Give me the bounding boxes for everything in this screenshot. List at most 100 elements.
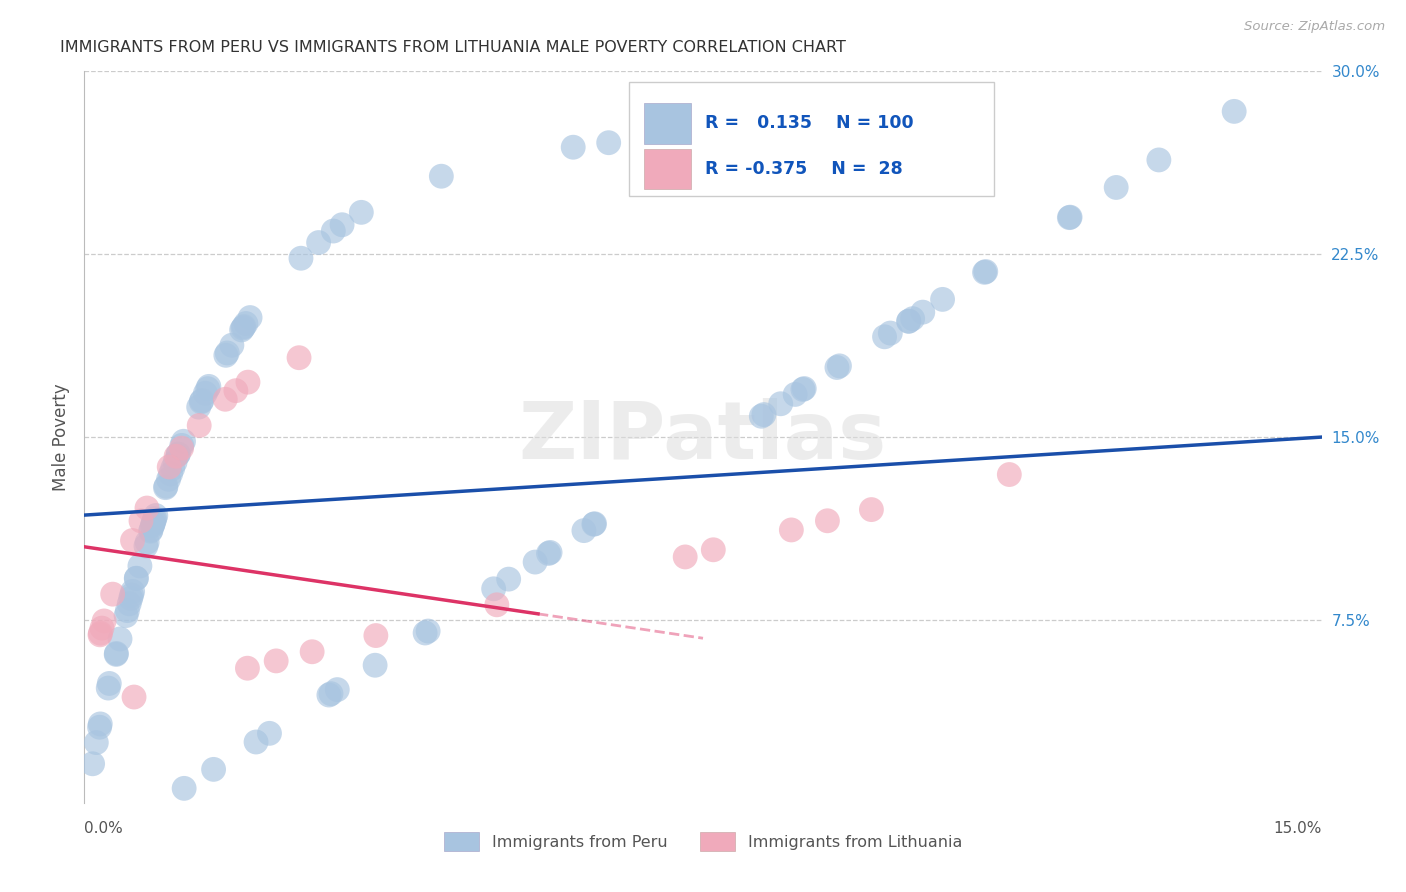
Point (159, 467, 181, 481)
Point (188, 418, 211, 433)
Point (538, 545, 561, 559)
Text: R =   0.135    N = 100: R = 0.135 N = 100 (706, 114, 914, 132)
Point (139, 523, 162, 537)
Point (190, 395, 212, 409)
Point (498, 572, 520, 586)
Point (170, 438, 193, 452)
Point (749, 409, 772, 424)
Point (162, 461, 184, 475)
Y-axis label: Male Poverty: Male Poverty (52, 384, 70, 491)
Point (197, 382, 219, 396)
Point (89, 626, 111, 640)
Point (259, 726, 281, 740)
Point (117, 604, 139, 618)
Point (322, 224, 344, 238)
Point (101, 587, 124, 601)
Point (136, 501, 159, 516)
Point (1223, 104, 1246, 119)
Point (769, 397, 792, 411)
Point (318, 688, 340, 702)
Point (143, 514, 166, 528)
Point (780, 523, 803, 537)
Point (364, 629, 387, 643)
Point (194, 386, 217, 401)
Point (215, 348, 238, 362)
Point (413, 626, 436, 640)
Point (873, 330, 896, 344)
Point (364, 658, 387, 673)
Point (537, 546, 560, 560)
Point (245, 735, 267, 749)
Point (562, 140, 585, 154)
Point (89, 717, 111, 731)
Point (482, 582, 505, 596)
Point (163, 455, 186, 469)
Point (901, 311, 924, 326)
Point (308, 235, 330, 250)
Point (129, 558, 152, 573)
Point (145, 508, 167, 523)
Point (973, 265, 995, 279)
Point (115, 608, 138, 623)
Point (170, 441, 193, 455)
Point (93, 614, 115, 628)
Point (264, 654, 287, 668)
Text: ZIPatlas: ZIPatlas (519, 398, 887, 476)
Point (173, 781, 195, 796)
Point (86, 735, 108, 749)
Point (1059, 211, 1081, 225)
Point (167, 447, 190, 461)
Point (108, 632, 131, 646)
Point (860, 502, 883, 516)
Point (236, 661, 259, 675)
Point (235, 317, 257, 331)
Point (1147, 153, 1170, 167)
Point (98, 676, 121, 690)
Point (217, 346, 239, 360)
Point (485, 598, 508, 612)
Point (239, 310, 262, 325)
Point (1105, 180, 1128, 194)
Point (135, 539, 157, 553)
Point (122, 690, 145, 704)
Point (430, 169, 453, 184)
Point (143, 512, 166, 526)
Point (236, 375, 259, 389)
Point (89, 628, 111, 642)
Text: IMMIGRANTS FROM PERU VS IMMIGRANTS FROM LITHUANIA MALE POVERTY CORRELATION CHART: IMMIGRANTS FROM PERU VS IMMIGRANTS FROM … (59, 40, 845, 55)
Point (129, 514, 152, 528)
Point (290, 252, 312, 266)
Point (879, 326, 901, 340)
Point (165, 449, 187, 463)
Point (97, 681, 120, 695)
Point (221, 338, 243, 352)
Point (105, 648, 128, 662)
Point (232, 321, 254, 335)
Point (198, 379, 221, 393)
Point (121, 533, 143, 548)
Point (792, 383, 814, 397)
Point (326, 682, 349, 697)
Point (191, 393, 214, 408)
Point (232, 319, 254, 334)
Text: 0.0%: 0.0% (84, 821, 124, 836)
Point (155, 481, 177, 495)
Point (231, 323, 253, 337)
Point (167, 447, 190, 461)
Point (139, 524, 162, 538)
Point (350, 205, 373, 219)
Point (91, 621, 114, 635)
Point (911, 305, 934, 319)
Point (702, 542, 724, 557)
Point (288, 351, 311, 365)
Point (418, 624, 440, 638)
Point (1059, 210, 1081, 224)
Point (187, 400, 209, 414)
Point (752, 408, 775, 422)
Point (998, 467, 1021, 482)
Text: 15.0%: 15.0% (1274, 821, 1322, 836)
Legend: Immigrants from Peru, Immigrants from Lithuania: Immigrants from Peru, Immigrants from Li… (437, 826, 969, 857)
Point (583, 516, 606, 531)
FancyBboxPatch shape (628, 82, 994, 195)
Point (572, 524, 595, 538)
